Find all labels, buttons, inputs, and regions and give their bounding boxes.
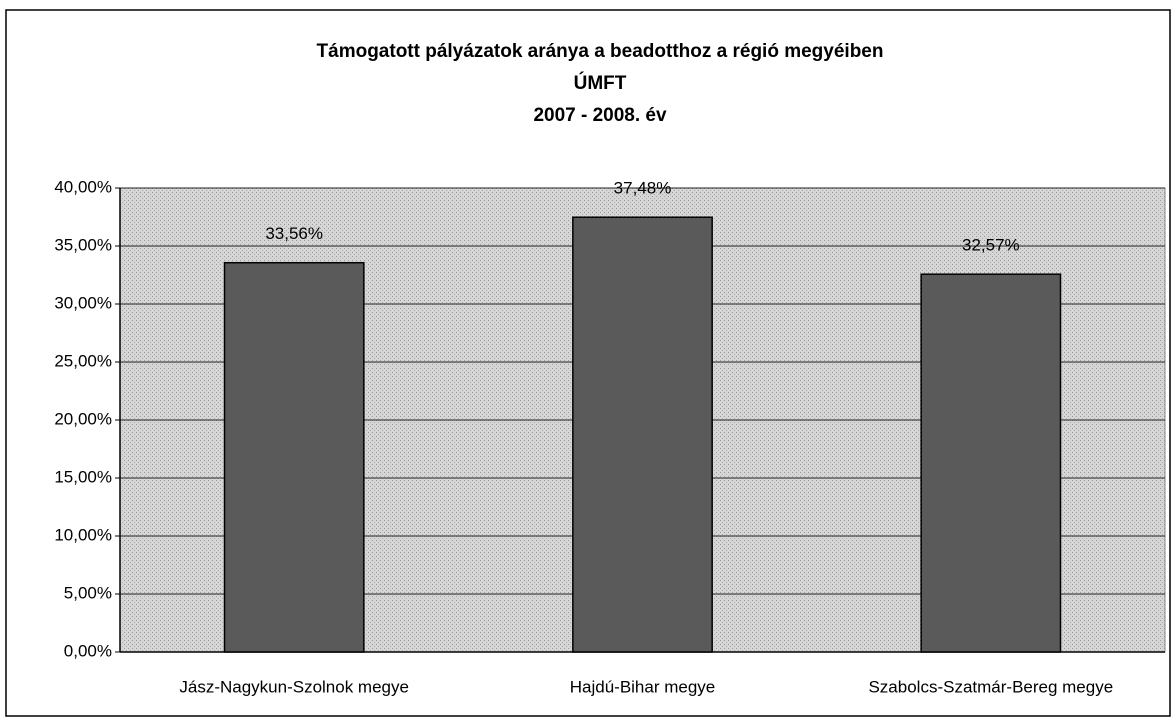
chart-title: 2007 - 2008. év — [533, 105, 667, 126]
y-tick-label: 40,00% — [54, 177, 112, 196]
data-label: 33,56% — [265, 224, 323, 243]
chart-title: ÚMFT — [574, 72, 627, 94]
y-tick-label: 0,00% — [64, 641, 112, 660]
chart-title: Támogatott pályázatok aránya a beadottho… — [317, 41, 884, 62]
y-tick-label: 20,00% — [54, 409, 112, 428]
y-tick-label: 30,00% — [54, 293, 112, 312]
x-tick-label: Jász-Nagykun-Szolnok megye — [179, 677, 409, 696]
y-tick-label: 35,00% — [54, 235, 112, 254]
x-tick-label: Szabolcs-Szatmár-Bereg megye — [868, 677, 1113, 696]
bar — [223, 261, 365, 653]
data-label: 37,48% — [614, 179, 672, 198]
bar — [920, 273, 1062, 653]
x-tick-label: Hajdú-Bihar megye — [570, 677, 716, 696]
y-tick-label: 10,00% — [54, 525, 112, 544]
y-tick-label: 15,00% — [54, 467, 112, 486]
data-label: 32,57% — [962, 236, 1020, 255]
y-tick-label: 5,00% — [64, 583, 112, 602]
y-tick-label: 25,00% — [54, 351, 112, 370]
bar — [572, 216, 713, 653]
